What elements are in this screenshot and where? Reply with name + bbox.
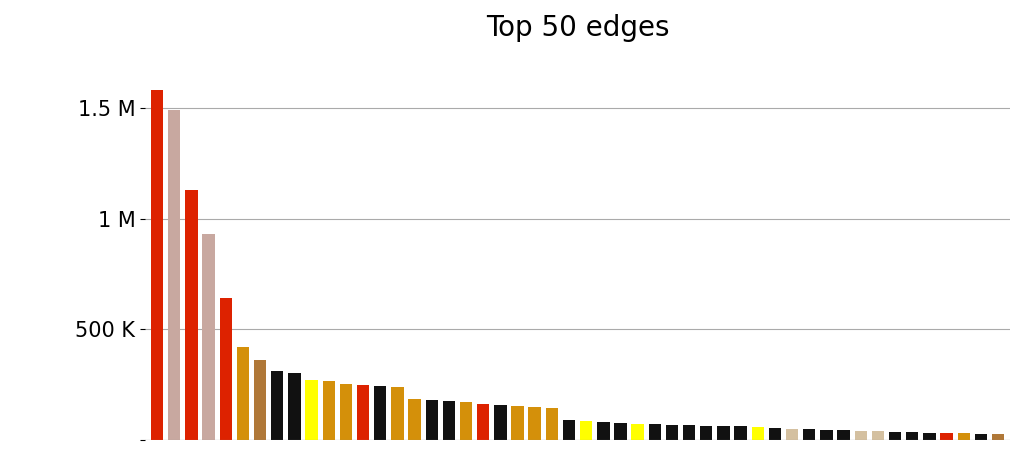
Bar — [356, 385, 370, 440]
Bar — [803, 429, 815, 440]
Bar — [288, 373, 301, 440]
Bar — [683, 425, 695, 440]
Bar — [820, 430, 833, 440]
Title: Top 50 edges: Top 50 edges — [485, 14, 670, 42]
Bar — [563, 420, 575, 440]
Bar — [305, 380, 317, 440]
Bar — [409, 399, 421, 440]
Bar — [477, 404, 489, 440]
Bar — [769, 428, 781, 440]
Bar — [391, 387, 403, 440]
Bar — [975, 434, 987, 440]
Bar — [614, 423, 627, 440]
Bar — [203, 234, 215, 440]
Bar — [426, 400, 438, 440]
Bar — [700, 426, 713, 440]
Bar — [838, 430, 850, 440]
Bar — [151, 90, 163, 440]
Bar — [511, 406, 523, 440]
Bar — [786, 429, 799, 440]
Bar — [924, 433, 936, 440]
Bar — [752, 427, 764, 440]
Bar — [271, 371, 284, 440]
Bar — [855, 431, 867, 440]
Bar — [889, 432, 901, 440]
Bar — [906, 432, 919, 440]
Bar — [717, 426, 730, 440]
Bar — [580, 420, 592, 440]
Bar — [597, 422, 609, 440]
Bar — [168, 110, 180, 440]
Bar — [528, 407, 541, 440]
Bar — [185, 190, 198, 440]
Bar — [648, 424, 662, 440]
Bar — [323, 381, 335, 440]
Bar — [546, 408, 558, 440]
Bar — [442, 401, 455, 440]
Bar — [254, 360, 266, 440]
Bar — [495, 405, 507, 440]
Bar — [374, 386, 386, 440]
Bar — [871, 431, 884, 440]
Bar — [460, 402, 472, 440]
Bar — [632, 424, 644, 440]
Bar — [340, 384, 352, 440]
Bar — [992, 434, 1005, 440]
Bar — [734, 426, 746, 440]
Bar — [666, 424, 678, 440]
Bar — [940, 433, 952, 440]
Bar — [219, 298, 231, 440]
Bar — [957, 434, 970, 440]
Bar — [237, 347, 249, 440]
